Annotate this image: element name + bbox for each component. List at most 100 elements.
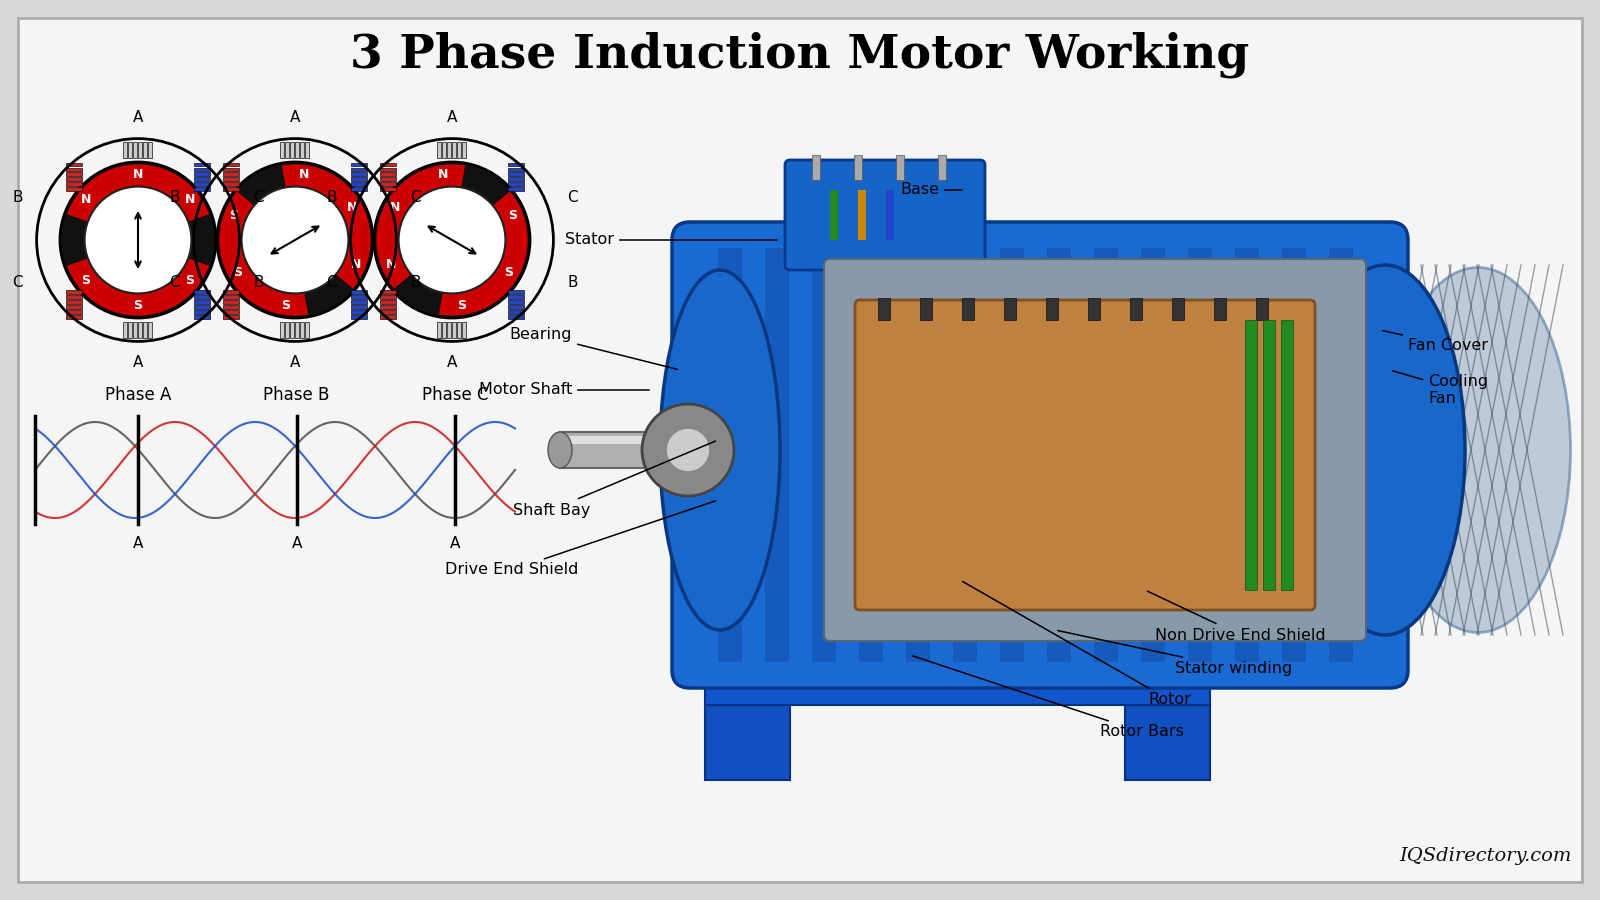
- Text: Rotor: Rotor: [963, 581, 1190, 707]
- Bar: [381, 187, 397, 191]
- Bar: [194, 173, 210, 176]
- Bar: [222, 177, 240, 181]
- Text: N: N: [299, 168, 309, 181]
- Bar: [350, 173, 366, 176]
- Bar: [147, 322, 152, 338]
- Text: S: S: [186, 274, 195, 287]
- Bar: [462, 142, 466, 157]
- Bar: [1235, 248, 1259, 662]
- Bar: [133, 142, 138, 157]
- Bar: [381, 305, 397, 309]
- Bar: [280, 142, 285, 157]
- Wedge shape: [67, 165, 210, 222]
- Bar: [194, 310, 210, 313]
- Text: N: N: [390, 201, 400, 213]
- Circle shape: [218, 162, 373, 318]
- Bar: [381, 290, 397, 293]
- Bar: [194, 187, 210, 191]
- Text: Bearing: Bearing: [509, 328, 677, 369]
- Bar: [507, 167, 523, 171]
- Text: S: S: [509, 209, 518, 221]
- Bar: [294, 142, 299, 157]
- Bar: [830, 190, 838, 240]
- Bar: [1245, 320, 1258, 590]
- Text: A: A: [290, 356, 301, 371]
- Bar: [66, 315, 83, 319]
- Text: S: S: [504, 266, 514, 280]
- Bar: [66, 173, 83, 176]
- Bar: [381, 167, 397, 171]
- Bar: [896, 155, 904, 180]
- Bar: [194, 295, 210, 299]
- Text: B: B: [170, 190, 179, 204]
- Text: A: A: [290, 110, 301, 124]
- Bar: [381, 295, 397, 299]
- FancyBboxPatch shape: [824, 259, 1366, 641]
- Bar: [128, 142, 131, 157]
- Bar: [507, 173, 523, 176]
- Bar: [381, 177, 397, 181]
- Bar: [381, 310, 397, 313]
- Bar: [381, 183, 397, 186]
- Bar: [507, 290, 523, 293]
- Text: Shaft Bay: Shaft Bay: [512, 441, 715, 518]
- Bar: [350, 290, 366, 293]
- Text: N: N: [386, 258, 397, 271]
- Text: N: N: [82, 193, 91, 206]
- Bar: [66, 295, 83, 299]
- Bar: [285, 322, 290, 338]
- Bar: [299, 142, 304, 157]
- Bar: [854, 155, 862, 180]
- Text: C: C: [326, 275, 336, 291]
- Ellipse shape: [547, 432, 573, 468]
- Bar: [222, 300, 240, 303]
- Bar: [350, 177, 366, 181]
- Bar: [560, 432, 730, 468]
- Wedge shape: [67, 257, 210, 316]
- Circle shape: [85, 186, 192, 293]
- Bar: [350, 187, 366, 191]
- Bar: [706, 675, 1210, 705]
- Bar: [222, 167, 240, 171]
- Bar: [381, 173, 397, 176]
- Bar: [954, 248, 978, 662]
- Bar: [442, 142, 446, 157]
- Bar: [1282, 320, 1293, 590]
- Bar: [194, 183, 210, 186]
- Bar: [222, 295, 240, 299]
- Bar: [222, 183, 240, 186]
- Text: N: N: [184, 193, 195, 206]
- Circle shape: [666, 428, 710, 472]
- Bar: [222, 310, 240, 313]
- Bar: [813, 248, 835, 662]
- Wedge shape: [282, 165, 371, 289]
- Text: Stator winding: Stator winding: [1058, 631, 1293, 676]
- Bar: [350, 310, 366, 313]
- Text: Cooling
Fan: Cooling Fan: [1392, 371, 1488, 406]
- Bar: [507, 177, 523, 181]
- Text: B: B: [13, 190, 22, 204]
- Text: Drive End Shield: Drive End Shield: [445, 501, 715, 578]
- Bar: [306, 322, 309, 338]
- Text: B: B: [410, 275, 421, 291]
- Bar: [350, 163, 366, 166]
- Bar: [560, 436, 730, 444]
- Bar: [453, 142, 456, 157]
- Bar: [138, 142, 142, 157]
- Bar: [194, 305, 210, 309]
- Bar: [66, 183, 83, 186]
- Text: C: C: [253, 190, 264, 204]
- Bar: [299, 322, 304, 338]
- Bar: [962, 298, 974, 320]
- FancyBboxPatch shape: [786, 160, 986, 270]
- Text: A: A: [446, 110, 458, 124]
- Bar: [350, 183, 366, 186]
- Bar: [437, 322, 442, 338]
- Bar: [906, 248, 930, 662]
- Bar: [718, 248, 742, 662]
- Text: S: S: [229, 209, 238, 221]
- Bar: [1262, 320, 1275, 590]
- Bar: [350, 315, 366, 319]
- Text: Non Drive End Shield: Non Drive End Shield: [1147, 591, 1326, 643]
- Text: 3 Phase Induction Motor Working: 3 Phase Induction Motor Working: [350, 32, 1250, 78]
